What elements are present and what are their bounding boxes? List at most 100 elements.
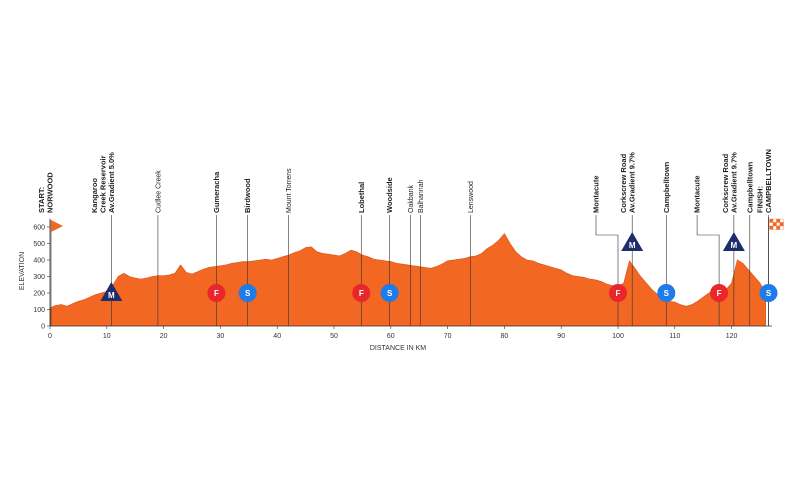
marker-label-line: Birdwood (243, 178, 252, 213)
marker-label: Birdwood (243, 178, 252, 213)
finish-flag-cell (776, 218, 781, 223)
y-tick-label: 100 (33, 307, 45, 314)
finish-flag-cell (772, 222, 777, 227)
icon-letter: F (214, 289, 219, 298)
marker-label-line: Av.Gradient 5.0% (107, 152, 116, 213)
marker-label: Balhannah (418, 179, 425, 213)
marker-label: Corkscrew Road Av.Gradient 9.7% (619, 152, 637, 213)
x-tick-label: 20 (160, 333, 168, 340)
finish-flag-cell (772, 218, 777, 223)
icon-letter: F (359, 289, 364, 298)
marker-label-line: Campbelltown (662, 161, 671, 213)
marker-icons-layer: M F S F S F M S F M S (51, 218, 784, 302)
marker-label-line: Oakbank (408, 184, 415, 213)
icon-letter: F (616, 289, 621, 298)
finish-flag-cell (779, 218, 784, 223)
marker-leader-line (696, 215, 720, 326)
finish-flag-cell (772, 225, 777, 230)
icon-letter: S (387, 289, 393, 298)
marker-label: Corkscrew Road Av.Gradient 9.7% (721, 152, 739, 213)
finish-flag-cell (769, 222, 774, 227)
x-tick-label: 100 (612, 333, 624, 340)
y-tick-label: 500 (33, 241, 45, 248)
kom-icon-label: M (731, 241, 738, 250)
marker-label-line: Gumeracha (212, 171, 221, 213)
marker-label-line: Av.Gradient 9.7% (729, 152, 738, 213)
finish-flag-cell (769, 225, 774, 230)
marker-label-line: Corkscrew Road (619, 153, 628, 213)
marker-label: Woodside (385, 177, 394, 213)
sprint-icon (759, 284, 778, 302)
y-tick-label: 600 (33, 225, 45, 232)
x-tick-label: 10 (103, 333, 111, 340)
marker-label-line: Lobethal (357, 182, 366, 213)
marker-label-line: NORWOOD (46, 172, 55, 213)
sprint-icon (657, 284, 676, 302)
marker-label: Oakbank (408, 184, 415, 213)
marker-label-line: START: (37, 187, 46, 213)
kom-icon (100, 282, 123, 301)
x-tick-label: 80 (501, 333, 509, 340)
marker-label-line: Corkscrew Road (721, 153, 730, 213)
marker-label-line: Cudlee Creek (155, 170, 162, 213)
x-tick-label: 0 (48, 333, 52, 340)
marker-label-line: Woodside (385, 177, 394, 213)
icon-letter: S (766, 289, 772, 298)
y-tick-label: 0 (41, 324, 45, 331)
marker-label-line: Montacute (592, 176, 601, 214)
kom-icon-label: M (629, 241, 636, 250)
x-tick-label: 30 (217, 333, 225, 340)
sprint-icon (380, 284, 399, 302)
feed-zone-icon (207, 284, 226, 302)
finish-flag-cell (776, 225, 781, 230)
x-axis-label: DISTANCE IN KM (370, 345, 426, 352)
y-axis-label: ELEVATION (19, 252, 26, 290)
finish-flag-cell (776, 222, 781, 227)
marker-label: Mount Torrens (286, 168, 293, 213)
marker-label: Lenswood (468, 181, 475, 213)
marker-label-line: Creek Reservoir (98, 155, 107, 213)
icon-letter: S (664, 289, 670, 298)
x-tick-label: 40 (273, 333, 281, 340)
marker-label: FINISH: CAMPBELLTOWN (756, 149, 774, 213)
marker-leader-line (595, 215, 619, 326)
marker-label: Kangaroo Creek Reservoir Av.Gradient 5.0% (90, 152, 116, 213)
y-tick-label: 400 (33, 258, 45, 265)
marker-label-line: CAMPBELLTOWN (764, 149, 773, 213)
kom-icon-label: M (108, 291, 115, 300)
marker-label-line: Balhannah (418, 179, 425, 213)
marker-label: Lobethal (357, 182, 366, 213)
marker-label-line: Montacute (693, 176, 702, 214)
finish-flag-icon (769, 218, 784, 230)
x-tick-label: 110 (669, 333, 680, 340)
marker-label-line: FINISH: (756, 186, 765, 213)
marker-label: Cudlee Creek (155, 170, 162, 213)
marker-label-line: Campbelltown (745, 161, 754, 213)
icon-letter: S (245, 289, 251, 298)
marker-label: Campbelltown (662, 161, 671, 213)
marker-label-line: Av.Gradient 9.7% (628, 152, 637, 213)
kom-icon (621, 232, 644, 251)
start-flag-icon (51, 220, 63, 232)
finish-flag-cell (779, 225, 784, 230)
x-tick-label: 60 (387, 333, 395, 340)
axes-layer: 0 10 20 30 40 50 60 70 80 90 100 110 120 0 100 200 300 40… (33, 218, 772, 340)
marker-label: Gumeracha (212, 171, 221, 213)
y-tick-label: 300 (33, 274, 45, 281)
finish-flag-cell (779, 222, 784, 227)
kom-icon (722, 232, 745, 251)
marker-label: Montacute (592, 176, 601, 214)
icon-letter: F (717, 289, 722, 298)
profile-layer (49, 233, 766, 327)
marker-label-line: Mount Torrens (286, 168, 293, 213)
feed-zone-icon (710, 284, 729, 302)
x-tick-label: 70 (444, 333, 452, 340)
marker-lines-layer (50, 215, 769, 326)
feed-zone-icon (352, 284, 371, 302)
marker-label: Campbelltown (745, 161, 754, 213)
marker-label-line: Lenswood (468, 181, 475, 213)
sprint-icon (238, 284, 257, 302)
marker-labels-layer: START: NORWOOD Kangaroo Creek Reservoir Av.G… (37, 149, 773, 213)
